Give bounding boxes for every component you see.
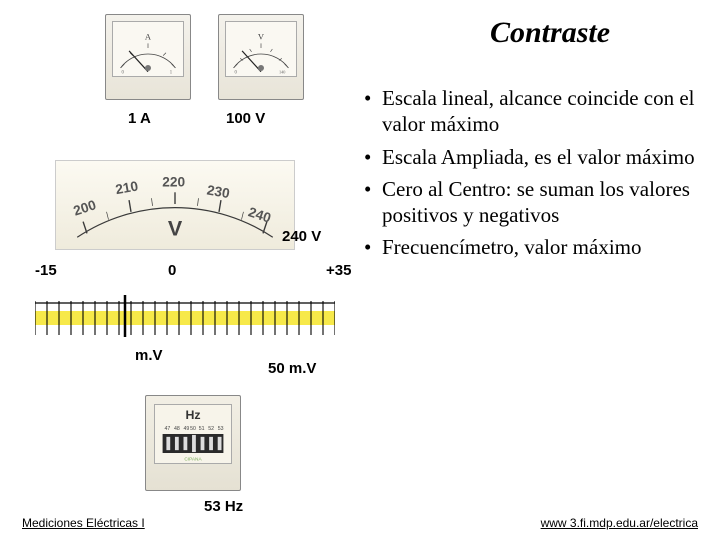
mv-label: m.V	[135, 347, 163, 364]
bullet-item: Escala Ampliada, es el valor máximo	[360, 144, 710, 170]
voltmeter-label: 100 V	[226, 110, 265, 127]
svg-text:230: 230	[206, 182, 231, 201]
bullet-item: Frecuencímetro, valor máximo	[360, 234, 710, 260]
zero-left: -15	[35, 262, 57, 279]
zero-center-scale	[35, 295, 335, 340]
bullet-list: Escala lineal, alcance coincide con el v…	[360, 85, 710, 267]
arc-label: 240 V	[282, 228, 321, 245]
voltmeter-unit: V	[258, 32, 265, 42]
frequency-meter: Hz 4748 49 50 5152 53 CIPANA	[145, 395, 241, 491]
hz-unit: Hz	[185, 408, 200, 422]
svg-text:140: 140	[279, 70, 285, 75]
svg-text:47: 47	[165, 426, 171, 432]
frequency-face: Hz 4748 49 50 5152 53 CIPANA	[154, 404, 232, 464]
svg-text:200: 200	[72, 197, 99, 218]
svg-text:1: 1	[170, 71, 173, 76]
svg-text:240: 240	[246, 204, 273, 225]
svg-text:CIPANA: CIPANA	[184, 457, 202, 463]
svg-text:50: 50	[190, 426, 196, 432]
bullet-item: Escala lineal, alcance coincide con el v…	[360, 85, 710, 138]
svg-text:0: 0	[235, 71, 238, 76]
svg-text:53: 53	[218, 426, 224, 432]
svg-text:0: 0	[122, 71, 125, 76]
ammeter-unit: A	[145, 32, 152, 42]
svg-text:51: 51	[199, 426, 205, 432]
meter-screw	[258, 65, 264, 71]
ammeter: A 0 1	[105, 14, 191, 100]
svg-text:49: 49	[184, 426, 190, 432]
arc-unit: V	[168, 216, 183, 240]
svg-text:210: 210	[114, 178, 139, 197]
svg-text:48: 48	[174, 426, 180, 432]
zero-right: +35	[326, 262, 351, 279]
bullet-item: Cero al Centro: se suman los valores pos…	[360, 176, 710, 229]
page-title: Contraste	[400, 16, 700, 50]
footer-left-link[interactable]: Mediciones Eléctricas I	[22, 516, 145, 530]
fifty-mv-label: 50 m.V	[268, 360, 316, 377]
meter-screw	[145, 65, 151, 71]
hz-label: 53 Hz	[204, 498, 243, 515]
svg-text:52: 52	[208, 426, 214, 432]
footer-right-link[interactable]: www 3.fi.mdp.edu.ar/electrica	[541, 516, 698, 530]
voltmeter: V 0 140	[218, 14, 304, 100]
ammeter-label: 1 A	[128, 110, 151, 127]
expanded-scale: 200 210 220 230 240 V	[55, 160, 295, 250]
zero-center: 0	[168, 262, 176, 279]
svg-text:220: 220	[162, 174, 185, 189]
